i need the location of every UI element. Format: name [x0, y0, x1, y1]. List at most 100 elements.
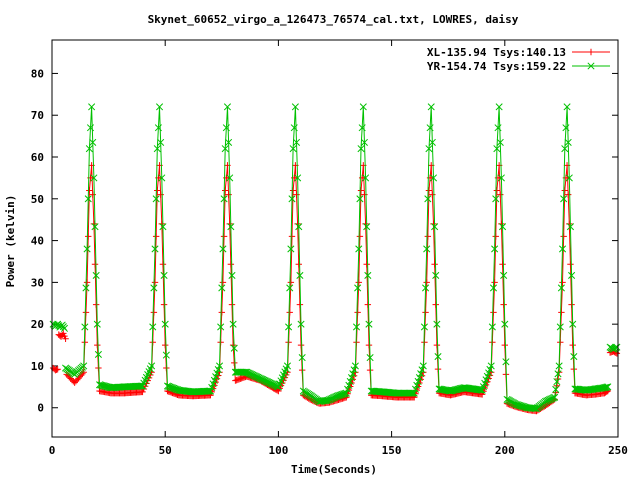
series-0-seg-2-point-302	[432, 301, 439, 308]
series-0-seg-2-point-350	[491, 279, 498, 286]
series-1-seg-1-point-416	[570, 353, 578, 361]
series-0-seg-2-point-13	[80, 369, 87, 376]
y-tick-label-1: 10	[31, 360, 44, 373]
series-0-seg-2-point-349	[490, 309, 497, 316]
series-1-seg-1-point-19	[85, 145, 93, 153]
series-0-seg-2-point-352	[493, 187, 501, 194]
series-1-seg-1-point-358	[498, 223, 507, 231]
series-1-seg-1-point-348	[487, 362, 495, 370]
series-1-seg-1-point-248	[365, 320, 373, 328]
series-1-seg-1-point-26	[93, 320, 101, 328]
series-1-seg-1-point-415	[569, 320, 577, 328]
series-0-seg-1-point-4	[60, 330, 67, 337]
series-1-seg-1-point-118	[205, 387, 213, 395]
series-0-seg-2-point-62	[139, 388, 146, 396]
series-0-seg-2-point-238	[355, 279, 362, 286]
series-1-seg-1-point-227	[340, 390, 348, 398]
series-0-seg-2-point-239	[356, 233, 364, 240]
series-0-seg-2-point-18	[86, 187, 93, 194]
series-1-seg-1-point-298	[426, 124, 434, 132]
series-0-seg-2-point-81	[162, 341, 169, 349]
x-axis-label: Time(Seconds)	[291, 463, 377, 476]
series-0-seg-1-point-5	[61, 332, 68, 340]
series-0-seg-2-point-406	[560, 233, 567, 240]
series-1-seg-1-point-135	[226, 174, 234, 182]
series-1-seg-1-point-228	[341, 389, 349, 398]
series-1-seg-1-point-237	[352, 323, 361, 331]
series-1-seg-1-point-20	[86, 124, 95, 132]
y-tick-label-8: 80	[31, 67, 44, 80]
plot-frame	[51, 39, 619, 438]
series-1-seg-1-point-193	[296, 271, 304, 279]
series-1-seg-1-point-81	[160, 271, 168, 279]
series-1-seg-1-point-403	[555, 362, 563, 370]
series-0-seg-2-point-407	[561, 187, 568, 194]
series-0-seg-2-point-191	[295, 261, 302, 268]
series-0-seg-2-point-413	[568, 301, 575, 308]
series-1-seg-1-point-187	[289, 145, 297, 153]
y-tick-label-3: 30	[31, 276, 44, 289]
axis-ticks: 0 50 100 150 200 250 0 10 20 30 40 50 60 70 80	[31, 40, 628, 457]
y-axis-label: Power (kelvin)	[4, 195, 17, 288]
series-1-seg-1-point-441	[601, 383, 610, 391]
series-1-seg-1-point-21	[88, 103, 96, 111]
series-1-seg-2-point-6	[613, 343, 621, 351]
series-1-seg-1-point-236	[351, 362, 359, 370]
series-0-seg-2-point-128	[219, 279, 227, 286]
series-layer	[49, 103, 621, 415]
series-1-seg-1-point-131	[221, 145, 229, 153]
series-1-seg-1-point-238	[354, 284, 362, 292]
series-0-seg-2-point-183	[286, 309, 293, 316]
y-tick-label-5: 50	[31, 193, 44, 206]
series-0-seg-2-point-1	[64, 372, 72, 379]
series-1-seg-1-point-243	[359, 103, 367, 111]
series-1-seg-1-point-401	[553, 378, 561, 386]
series-0-seg-2-point-404	[558, 309, 565, 316]
series-1-seg-1-point-126	[215, 362, 224, 370]
series-1-seg-1-point-138	[229, 320, 237, 328]
series-0-seg-2-point-189	[293, 191, 300, 198]
series-0-seg-2-point-295	[424, 233, 432, 240]
series-1-seg-1-point-349	[488, 323, 496, 331]
series-1-seg-1-point-222	[333, 392, 341, 400]
series-1-seg-1-point-78	[157, 138, 165, 146]
series-0-seg-2-point-186	[289, 187, 297, 194]
series-0-seg-2-point-138	[231, 359, 238, 367]
series-1-seg-1-point-288	[414, 377, 422, 386]
series-1-seg-1-point-22	[89, 138, 97, 146]
series-1-seg-0-point-10	[60, 324, 69, 332]
series-0-seg-2-point-351	[492, 233, 499, 240]
series-1-seg-1-point-25	[92, 271, 100, 279]
series-1-seg-1-point-296	[424, 195, 432, 203]
series-1-seg-1-point-302	[431, 223, 439, 231]
series-1-seg-1-point-223	[335, 392, 343, 400]
series-1-seg-1-point-185	[287, 245, 295, 253]
series-1-seg-1-point-190	[292, 138, 301, 146]
series-1-seg-1-point-303	[432, 271, 440, 279]
series-1-seg-1-point-83	[162, 351, 170, 359]
series-1-seg-1-point-127	[217, 323, 225, 331]
series-1-seg-1-point-241	[357, 145, 365, 153]
series-1-seg-1-point-414	[568, 271, 576, 279]
series-1-seg-1-point-85	[165, 382, 173, 391]
series-1-seg-1-point-406	[558, 245, 567, 253]
x-tick-label-4: 200	[495, 444, 515, 457]
series-1-seg-1-point-404	[556, 323, 564, 331]
series-1-seg-1-point-90	[171, 385, 179, 393]
series-1-seg-1-point-400	[552, 385, 560, 394]
series-1-seg-1-point-340	[477, 386, 485, 394]
series-1-seg-1-point-405	[557, 284, 565, 292]
series-1-seg-1-point-412	[565, 174, 573, 182]
series-1-seg-1-point-233	[347, 374, 356, 382]
series-1-seg-1-point-86	[166, 383, 174, 391]
series-1-seg-1-point-292	[419, 362, 427, 370]
series-0-seg-1-point-6	[62, 335, 69, 342]
series-0-seg-2-point-358	[500, 301, 507, 308]
series-1-seg-1-point-70	[148, 362, 156, 370]
series-1-seg-1-point-191	[294, 174, 302, 182]
series-1-seg-1-point-89	[170, 384, 178, 392]
series-1-seg-1-point-239	[355, 245, 363, 253]
series-0-seg-2-point-80	[160, 301, 168, 308]
series-1-seg-1-point-137	[228, 271, 236, 279]
series-1-seg-1-point-132	[222, 124, 230, 132]
